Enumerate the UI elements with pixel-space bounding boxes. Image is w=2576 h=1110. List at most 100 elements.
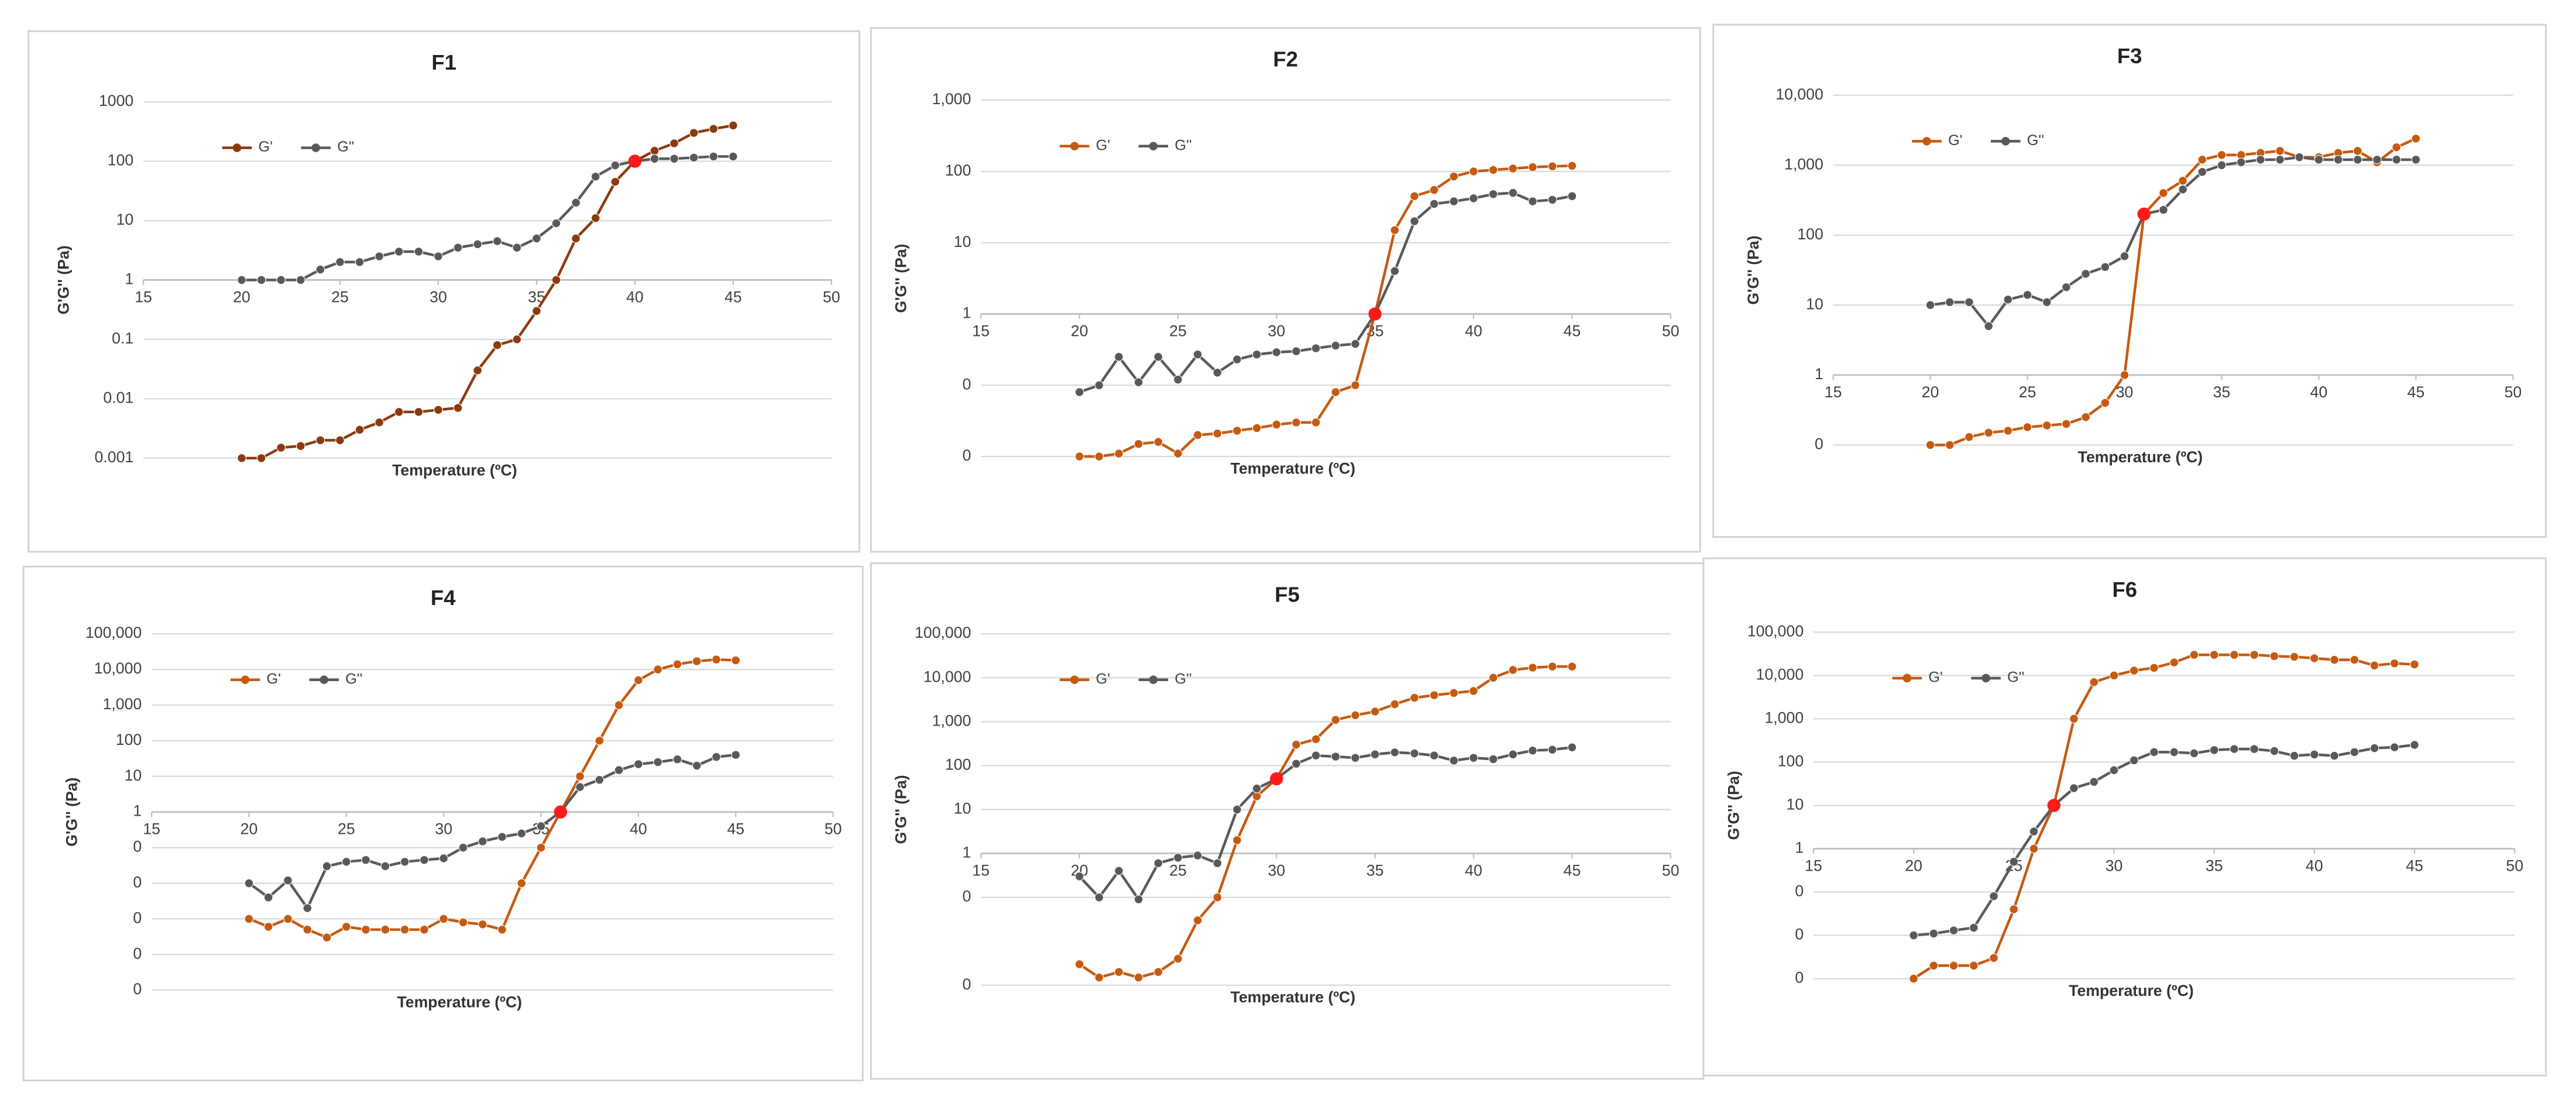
- y-tick-label: 1,000: [1784, 155, 1823, 173]
- data-point: [634, 760, 643, 769]
- data-point: [2042, 297, 2052, 307]
- data-point: [263, 922, 273, 932]
- data-point: [1949, 926, 1959, 935]
- data-point: [731, 655, 741, 665]
- data-point: [1232, 836, 1242, 845]
- data-point: [2003, 295, 2013, 304]
- data-point: [341, 857, 351, 867]
- data-point: [650, 154, 660, 164]
- x-tick-label: 25: [1169, 322, 1187, 339]
- x-axis-label: Temperature (ºC): [397, 994, 523, 1011]
- data-point: [414, 407, 424, 417]
- data-point: [2169, 747, 2179, 757]
- x-axis-label: Temperature (ºC): [2078, 448, 2203, 466]
- data-point: [1929, 929, 1939, 939]
- data-point: [1074, 387, 1084, 397]
- y-tick-label: 0: [133, 874, 142, 891]
- data-point: [492, 236, 502, 246]
- y-tick-label: 0: [1795, 882, 1804, 900]
- x-tick-label: 15: [135, 288, 152, 305]
- y-tick-label: 0: [1795, 969, 1804, 987]
- data-point: [2249, 650, 2259, 659]
- x-tick-label: 15: [972, 322, 990, 339]
- y-axis-label: G'G'' (Pa): [63, 778, 80, 847]
- data-point: [536, 843, 546, 853]
- x-tick-label: 30: [435, 820, 452, 838]
- data-point: [689, 153, 699, 163]
- data-point: [536, 822, 546, 831]
- data-point: [1173, 954, 1183, 964]
- data-point: [2256, 154, 2265, 164]
- x-tick-label: 50: [1662, 861, 1679, 879]
- data-point: [315, 435, 325, 445]
- legend-marker: [1149, 675, 1158, 685]
- data-point: [1074, 871, 1084, 881]
- data-point: [2081, 269, 2091, 279]
- legend-label: G': [1096, 671, 1110, 687]
- data-point: [512, 243, 522, 253]
- data-point: [1311, 343, 1321, 353]
- data-point: [1528, 663, 1537, 672]
- data-point: [303, 925, 312, 934]
- data-point: [2289, 751, 2299, 761]
- data-point: [2178, 184, 2188, 194]
- data-point: [263, 892, 273, 902]
- data-point: [590, 213, 600, 223]
- data-point: [653, 665, 663, 674]
- data-point: [2197, 167, 2207, 177]
- data-point: [296, 275, 305, 285]
- data-point: [2350, 747, 2359, 757]
- data-point: [1488, 165, 1498, 175]
- data-point: [380, 925, 390, 934]
- data-point: [400, 925, 410, 934]
- data-point: [1351, 753, 1360, 763]
- data-point: [610, 177, 620, 187]
- data-point: [729, 121, 738, 130]
- data-point: [2120, 251, 2130, 261]
- legend-label: G'': [1174, 137, 1191, 153]
- data-point: [315, 264, 325, 274]
- data-point: [1929, 961, 1939, 971]
- y-tick-label: 0: [963, 888, 971, 905]
- x-tick-label: 45: [724, 288, 742, 305]
- data-point: [692, 761, 702, 771]
- data-point: [2009, 905, 2019, 914]
- data-point: [1469, 167, 1478, 176]
- data-point: [1984, 321, 1994, 331]
- y-tick-label: 100: [1797, 225, 1823, 243]
- data-point: [439, 854, 449, 863]
- data-point: [322, 933, 332, 943]
- data-point: [1213, 858, 1222, 868]
- crossover-point: [554, 805, 568, 819]
- panel-border: [870, 562, 1705, 1080]
- x-tick-label: 50: [2506, 857, 2523, 874]
- y-tick-label: 1,000: [932, 712, 971, 729]
- data-point: [2330, 655, 2339, 665]
- data-point: [1232, 805, 1242, 815]
- x-axis-label: Temperature (ºC): [1231, 460, 1356, 477]
- y-tick-label: 0.01: [103, 389, 133, 406]
- data-point: [1153, 967, 1163, 977]
- data-point: [1114, 866, 1124, 876]
- data-point: [1449, 688, 1459, 698]
- y-tick-label: 0: [133, 980, 142, 998]
- x-tick-label: 25: [338, 820, 355, 838]
- data-point: [1547, 195, 1557, 205]
- data-point: [439, 914, 449, 924]
- data-point: [380, 861, 390, 871]
- y-tick-label: 10: [125, 767, 142, 784]
- data-point: [492, 340, 502, 350]
- data-point: [2129, 666, 2139, 675]
- data-point: [2310, 750, 2319, 760]
- data-point: [1528, 162, 1537, 172]
- x-tick-label: 30: [2106, 857, 2123, 874]
- data-point: [296, 441, 305, 451]
- data-point: [1232, 426, 1242, 435]
- data-point: [2353, 154, 2362, 164]
- data-point: [2149, 663, 2159, 673]
- x-tick-label: 20: [241, 820, 258, 838]
- data-point: [1469, 193, 1478, 203]
- chart-title: F4: [431, 586, 456, 610]
- data-point: [2149, 747, 2159, 757]
- data-point: [1153, 858, 1163, 868]
